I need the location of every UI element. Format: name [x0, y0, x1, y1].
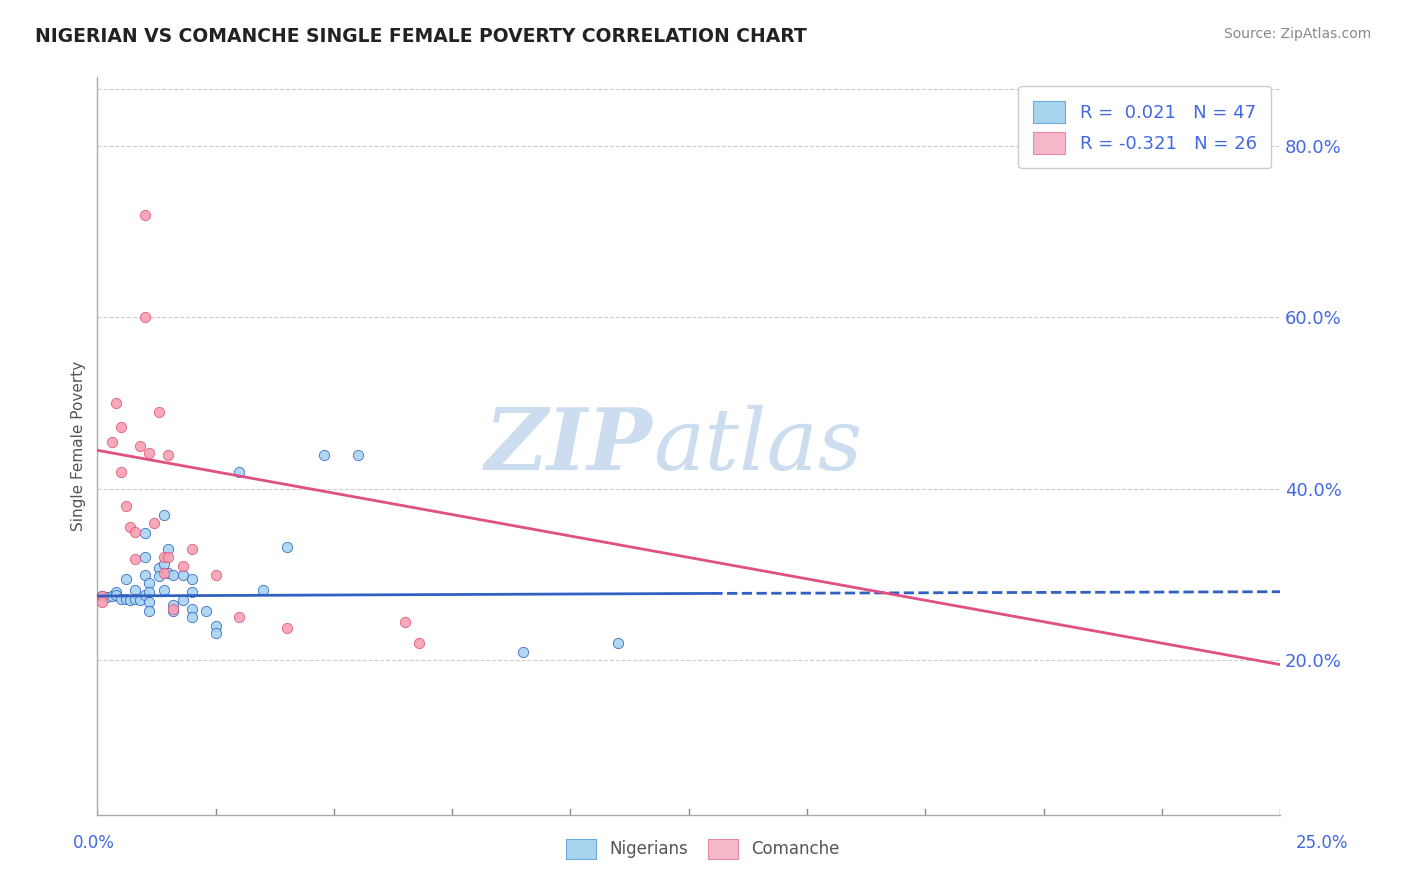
- Text: Source: ZipAtlas.com: Source: ZipAtlas.com: [1223, 27, 1371, 41]
- Point: [124, 591, 146, 606]
- Point: [124, 524, 146, 539]
- Point: [172, 567, 194, 582]
- Point: [134, 310, 156, 325]
- Point: [157, 541, 180, 556]
- Point: [148, 405, 170, 419]
- Point: [100, 434, 122, 449]
- Point: [138, 576, 160, 591]
- Point: [129, 593, 152, 607]
- Point: [314, 448, 336, 462]
- Point: [138, 603, 160, 617]
- Text: NIGERIAN VS COMANCHE SINGLE FEMALE POVERTY CORRELATION CHART: NIGERIAN VS COMANCHE SINGLE FEMALE POVER…: [35, 27, 807, 45]
- Point: [129, 439, 152, 453]
- Point: [204, 567, 226, 582]
- Point: [110, 465, 132, 479]
- Point: [134, 526, 156, 541]
- Point: [152, 558, 174, 572]
- Point: [120, 520, 142, 534]
- Point: [172, 593, 194, 607]
- Point: [157, 566, 180, 580]
- Point: [252, 582, 274, 597]
- Point: [408, 636, 430, 650]
- Point: [152, 582, 174, 597]
- Legend: Nigerians, Comanche: Nigerians, Comanche: [560, 832, 846, 866]
- Point: [124, 552, 146, 566]
- Point: [204, 619, 226, 633]
- Point: [134, 208, 156, 222]
- Y-axis label: Single Female Poverty: Single Female Poverty: [72, 361, 86, 531]
- Point: [148, 569, 170, 583]
- Point: [96, 590, 118, 604]
- Point: [204, 625, 226, 640]
- Point: [124, 582, 146, 597]
- Point: [110, 591, 132, 606]
- Point: [105, 396, 128, 410]
- Text: atlas: atlas: [654, 405, 862, 487]
- Point: [138, 595, 160, 609]
- Point: [181, 584, 204, 599]
- Point: [148, 560, 170, 574]
- Point: [181, 610, 204, 624]
- Point: [276, 540, 298, 554]
- Point: [91, 589, 114, 603]
- Point: [100, 589, 122, 603]
- Point: [157, 550, 180, 565]
- Point: [162, 567, 184, 582]
- Text: ZIP: ZIP: [485, 404, 654, 488]
- Point: [181, 541, 204, 556]
- Point: [157, 448, 180, 462]
- Point: [114, 572, 136, 586]
- Point: [162, 603, 184, 617]
- Point: [152, 508, 174, 522]
- Point: [512, 645, 534, 659]
- Point: [228, 610, 250, 624]
- Point: [181, 602, 204, 616]
- Point: [114, 591, 136, 606]
- Point: [138, 584, 160, 599]
- Point: [105, 584, 128, 599]
- Point: [172, 559, 194, 574]
- Point: [195, 603, 218, 617]
- Point: [91, 589, 114, 603]
- Point: [228, 465, 250, 479]
- Point: [143, 516, 166, 530]
- Point: [138, 446, 160, 460]
- Point: [162, 602, 184, 616]
- Point: [105, 588, 128, 602]
- Point: [134, 550, 156, 565]
- Point: [114, 499, 136, 513]
- Point: [276, 621, 298, 635]
- Text: 25.0%: 25.0%: [1295, 834, 1348, 852]
- Point: [134, 567, 156, 582]
- Point: [162, 598, 184, 612]
- Point: [346, 448, 368, 462]
- Point: [134, 588, 156, 602]
- Point: [91, 589, 114, 603]
- Legend: R =  0.021   N = 47, R = -0.321   N = 26: R = 0.021 N = 47, R = -0.321 N = 26: [1018, 87, 1271, 169]
- Point: [394, 615, 416, 629]
- Point: [606, 636, 628, 650]
- Point: [152, 550, 174, 565]
- Point: [152, 566, 174, 580]
- Point: [120, 593, 142, 607]
- Point: [110, 420, 132, 434]
- Text: 0.0%: 0.0%: [73, 834, 115, 852]
- Point: [181, 572, 204, 586]
- Point: [91, 595, 114, 609]
